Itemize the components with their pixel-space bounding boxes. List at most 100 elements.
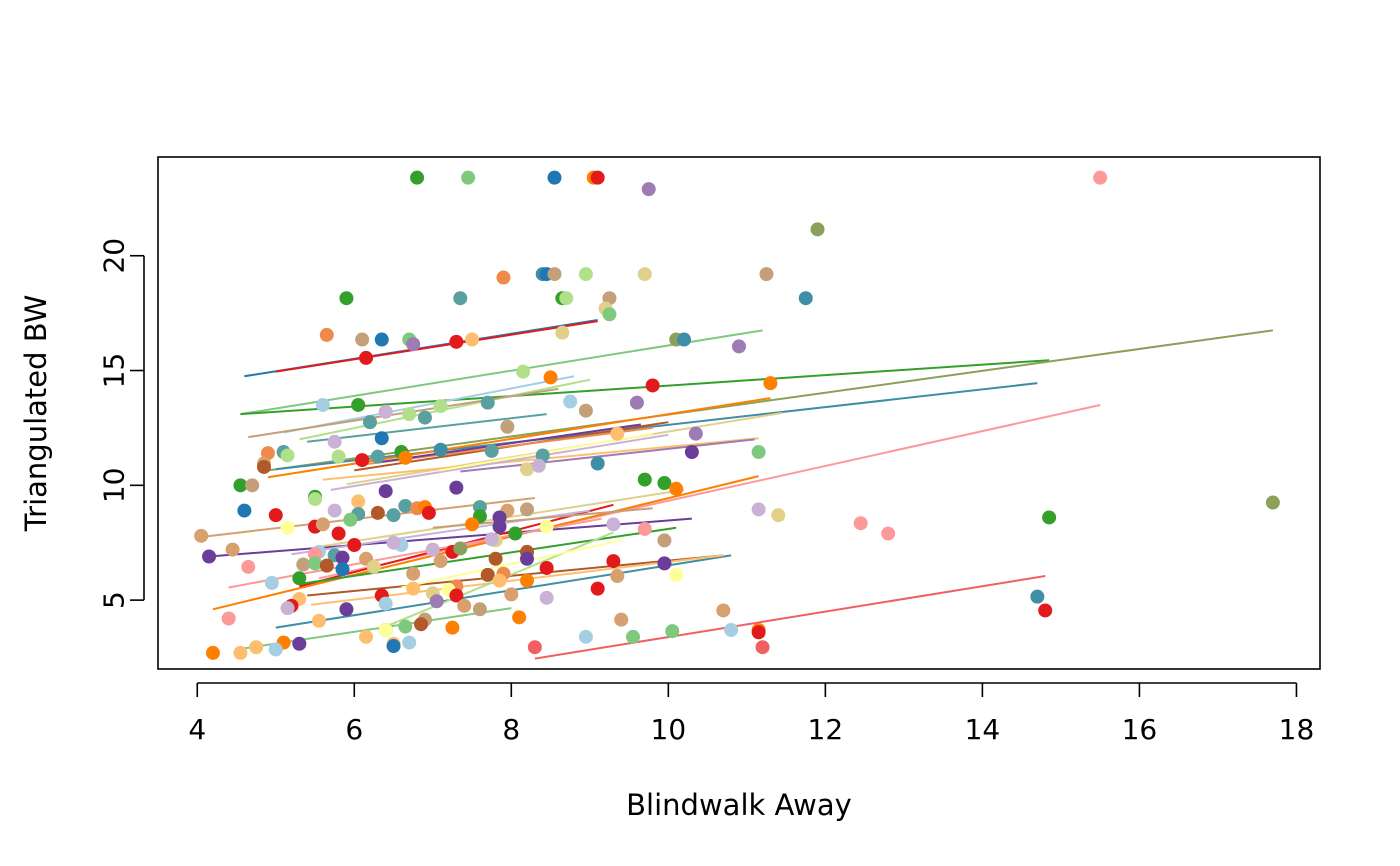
data-point <box>716 603 731 618</box>
data-point <box>378 484 393 499</box>
data-point <box>755 640 770 655</box>
data-point <box>327 434 342 449</box>
data-point <box>233 645 248 660</box>
data-point <box>351 494 366 509</box>
data-point <box>465 332 480 347</box>
data-point <box>669 567 684 582</box>
data-point <box>398 450 413 465</box>
data-point <box>531 458 546 473</box>
data-point <box>657 476 672 491</box>
data-point <box>578 267 593 282</box>
data-point <box>688 426 703 441</box>
x-tick-label: 6 <box>345 713 363 746</box>
y-axis-title: Triangulated BW <box>19 295 53 533</box>
data-point <box>496 270 511 285</box>
data-point <box>520 573 535 588</box>
data-point <box>590 581 605 596</box>
data-point <box>359 350 374 365</box>
data-point <box>543 370 558 385</box>
data-point <box>751 445 766 460</box>
data-point <box>500 419 515 434</box>
data-point <box>606 517 621 532</box>
data-point <box>315 397 330 412</box>
data-point <box>480 395 495 410</box>
data-point <box>237 503 252 518</box>
data-point <box>374 332 389 347</box>
data-point <box>308 556 323 571</box>
x-tick-label: 12 <box>808 713 844 746</box>
data-point <box>798 291 813 306</box>
fit-line <box>275 320 598 373</box>
data-point <box>759 267 774 282</box>
x-tick-label: 18 <box>1279 713 1315 746</box>
data-point <box>637 472 652 487</box>
data-point <box>327 503 342 518</box>
data-point <box>292 571 307 586</box>
data-point <box>374 431 389 446</box>
data-point <box>280 601 295 616</box>
data-point <box>406 337 421 352</box>
data-point <box>335 550 350 565</box>
data-point <box>461 170 476 185</box>
data-point <box>319 558 334 573</box>
data-point <box>402 407 417 422</box>
data-point <box>684 445 699 460</box>
data-point <box>362 415 377 430</box>
data-point <box>280 448 295 463</box>
data-point <box>453 291 468 306</box>
data-point <box>484 532 499 547</box>
data-point <box>590 456 605 471</box>
fit-line <box>377 423 642 464</box>
data-point <box>370 449 385 464</box>
data-point <box>378 596 393 611</box>
data-point <box>280 520 295 535</box>
data-point <box>406 566 421 581</box>
data-point <box>771 508 786 523</box>
data-point <box>629 395 644 410</box>
data-point <box>606 554 621 569</box>
data-point <box>268 508 283 523</box>
data-point <box>241 559 256 574</box>
data-point <box>626 629 641 644</box>
data-point <box>221 611 236 626</box>
data-point <box>527 640 542 655</box>
data-point <box>520 502 535 517</box>
data-point <box>1030 589 1045 604</box>
data-point <box>657 533 672 548</box>
data-point <box>421 505 436 520</box>
data-point <box>512 610 527 625</box>
data-point <box>853 516 868 531</box>
data-point <box>504 587 519 602</box>
data-point <box>732 339 746 354</box>
x-tick-label: 4 <box>188 713 206 746</box>
data-point <box>547 170 562 185</box>
data-point <box>763 376 778 391</box>
y-tick-label: 15 <box>98 353 131 389</box>
x-tick-label: 10 <box>651 713 687 746</box>
fit-line <box>534 575 1046 660</box>
data-point <box>339 291 354 306</box>
data-point <box>292 636 307 651</box>
fit-line <box>240 359 1050 416</box>
fit-line <box>307 554 724 597</box>
fit-line <box>401 539 622 589</box>
data-point <box>355 453 370 468</box>
x-tick-label: 14 <box>965 713 1001 746</box>
data-point <box>610 426 625 441</box>
data-point <box>386 508 401 523</box>
data-point <box>429 594 444 609</box>
data-point <box>398 619 413 634</box>
data-point <box>319 327 334 342</box>
data-point <box>417 410 432 425</box>
data-point <box>406 581 421 596</box>
data-point <box>539 519 554 534</box>
data-point <box>343 512 358 527</box>
data-point <box>637 267 652 282</box>
data-point <box>610 569 625 584</box>
data-point <box>398 498 413 513</box>
x-axis: 4 6 8 10 12 14 16 18 <box>188 682 1315 746</box>
data-point <box>724 622 739 637</box>
data-point <box>559 291 574 306</box>
data-point <box>520 462 535 477</box>
